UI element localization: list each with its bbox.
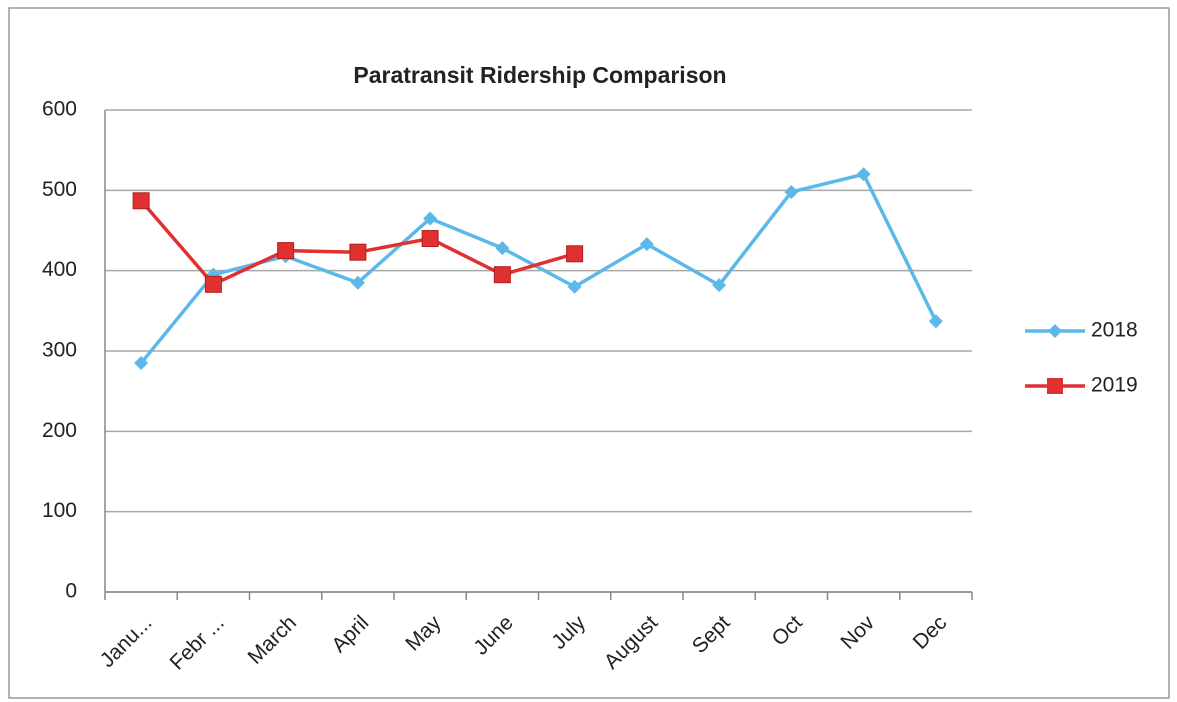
y-tick-label: 0: [65, 580, 77, 603]
legend-marker: [1047, 378, 1063, 394]
legend-label: 2019: [1091, 374, 1138, 397]
marker: [566, 245, 584, 263]
y-tick-label: 500: [42, 178, 77, 201]
legend-marker: [1048, 324, 1062, 338]
marker: [493, 266, 511, 284]
marker: [712, 278, 727, 293]
marker: [277, 242, 295, 260]
y-tick-label: 100: [42, 499, 77, 522]
marker: [349, 243, 367, 261]
chart-border: [8, 7, 1170, 699]
y-tick-label: 200: [42, 419, 77, 442]
y-tick-label: 300: [42, 339, 77, 362]
marker: [495, 241, 510, 256]
marker: [204, 275, 222, 293]
series-line: [139, 172, 938, 365]
marker: [928, 314, 943, 329]
marker: [639, 237, 654, 252]
marker: [567, 279, 582, 294]
marker: [421, 230, 439, 248]
marker: [423, 211, 438, 226]
legend-label: 2018: [1091, 319, 1138, 342]
marker: [784, 184, 799, 199]
chart-title: Paratransit Ridership Comparison: [353, 62, 726, 88]
marker: [134, 356, 149, 371]
marker: [350, 275, 365, 290]
y-tick-label: 400: [42, 258, 77, 281]
marker: [132, 192, 150, 210]
marker: [856, 167, 871, 182]
y-tick-label: 600: [42, 98, 77, 121]
